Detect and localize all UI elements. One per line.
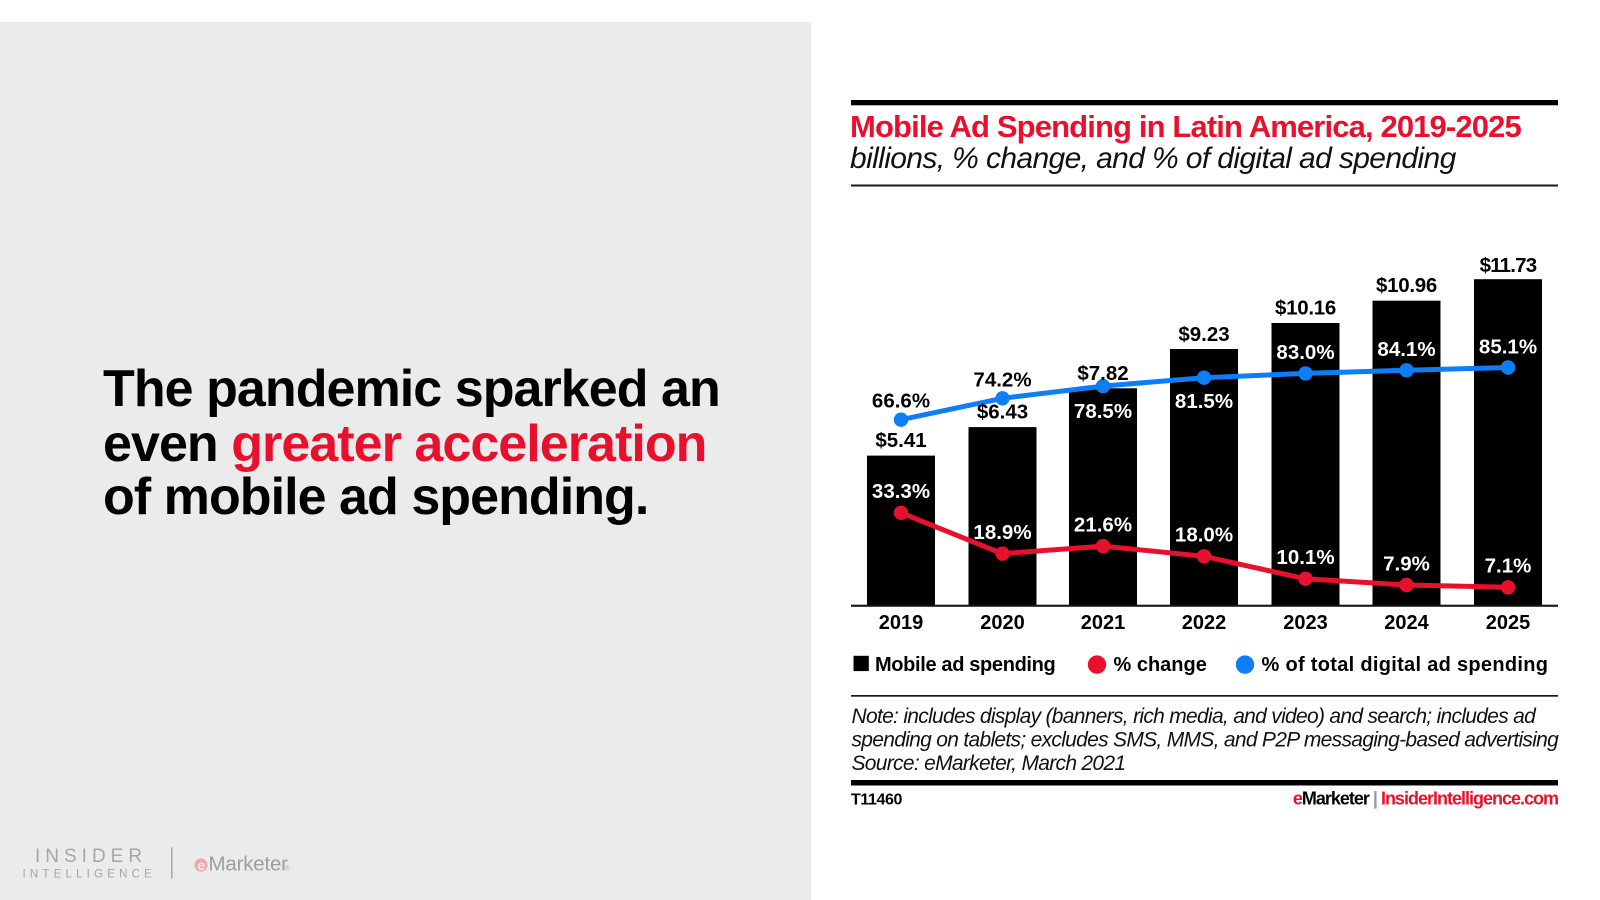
svg-text:Mobile ad spending: Mobile ad spending — [875, 654, 1055, 676]
svg-text:7.1%: 7.1% — [1485, 554, 1532, 577]
svg-text:$9.23: $9.23 — [1178, 323, 1229, 346]
svg-text:$6.43: $6.43 — [977, 401, 1028, 424]
svg-text:e: e — [197, 857, 205, 873]
svg-text:2019: 2019 — [879, 612, 924, 634]
svg-text:Note: includes display (banner: Note: includes display (banners, rich me… — [852, 705, 1538, 728]
svg-text:18.9%: 18.9% — [973, 521, 1031, 544]
svg-text:2021: 2021 — [1081, 612, 1126, 634]
svg-text:84.1%: 84.1% — [1377, 338, 1435, 361]
svg-text:The pandemic sparked an: The pandemic sparked an — [103, 360, 720, 418]
svg-text:2025: 2025 — [1486, 612, 1531, 634]
svg-text:even greater acceleration: even greater acceleration — [103, 415, 707, 473]
svg-text:Mobile Ad Spending in Latin Am: Mobile Ad Spending in Latin America, 201… — [850, 109, 1521, 144]
svg-text:81.5%: 81.5% — [1175, 390, 1233, 413]
svg-text:% change: % change — [1114, 654, 1207, 676]
svg-text:spending on tablets; excludes: spending on tablets; excludes SMS, MMS, … — [852, 728, 1560, 751]
svg-text:7.9%: 7.9% — [1383, 552, 1430, 575]
svg-text:of mobile ad spending.: of mobile ad spending. — [103, 468, 648, 526]
svg-text:18.0%: 18.0% — [1175, 524, 1233, 547]
svg-text:66.6%: 66.6% — [872, 390, 930, 413]
svg-text:33.3%: 33.3% — [872, 480, 930, 503]
svg-text:billions, % change, and % of d: billions, % change, and % of digital ad … — [850, 142, 1457, 175]
svg-text:78.5%: 78.5% — [1074, 400, 1132, 423]
svg-text:T11460: T11460 — [851, 791, 902, 808]
svg-text:$10.96: $10.96 — [1376, 274, 1437, 297]
svg-text:$10.16: $10.16 — [1275, 297, 1336, 320]
svg-text:®: ® — [285, 865, 291, 873]
svg-text:85.1%: 85.1% — [1479, 336, 1537, 359]
svg-text:$11.73: $11.73 — [1480, 254, 1537, 277]
svg-text:2023: 2023 — [1283, 612, 1328, 634]
svg-text:74.2%: 74.2% — [973, 368, 1031, 391]
svg-text:$7.82: $7.82 — [1077, 362, 1128, 385]
svg-text:INSIDER: INSIDER — [35, 846, 147, 867]
svg-text:Source: eMarketer, March 2021: Source: eMarketer, March 2021 — [852, 752, 1126, 775]
svg-text:eMarketer | InsiderIntelligenc: eMarketer | InsiderIntelligence.com — [1293, 789, 1558, 809]
svg-text:% of total digital ad spending: % of total digital ad spending — [1262, 654, 1549, 676]
svg-text:21.6%: 21.6% — [1074, 513, 1132, 536]
svg-text:10.1%: 10.1% — [1276, 546, 1334, 569]
svg-text:2022: 2022 — [1182, 612, 1227, 634]
svg-text:Marketer: Marketer — [209, 853, 289, 876]
svg-text:83.0%: 83.0% — [1276, 341, 1334, 364]
svg-text:2020: 2020 — [980, 612, 1025, 634]
svg-text:$5.41: $5.41 — [875, 429, 926, 452]
svg-text:2024: 2024 — [1384, 612, 1429, 634]
svg-text:INTELLIGENCE: INTELLIGENCE — [23, 869, 156, 881]
